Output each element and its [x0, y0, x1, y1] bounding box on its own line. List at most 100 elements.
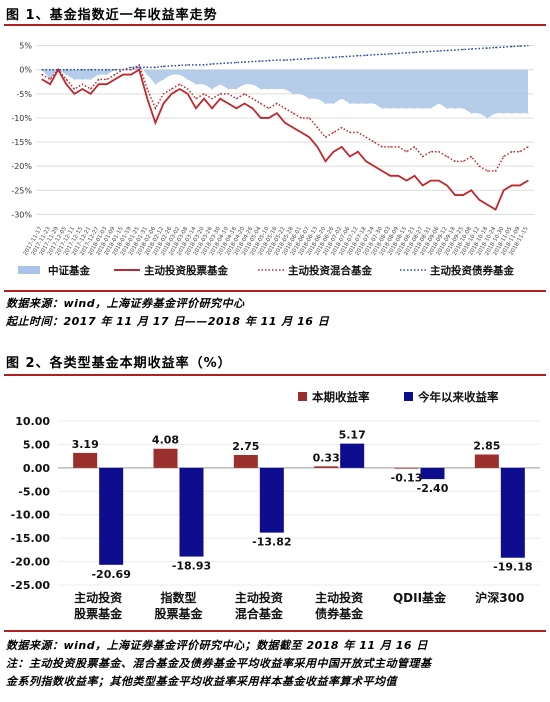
series-1-point — [81, 88, 84, 90]
series-2-point — [333, 131, 335, 134]
series-1-point — [260, 117, 262, 119]
figure2-source: 数据来源：wind，上海证券基金评价研究中心；数据截至 2018 年 11 月 … — [6, 639, 428, 652]
category-label: QDII基金 — [393, 590, 447, 605]
series-3-point — [495, 46, 497, 49]
series-2-point — [357, 131, 359, 134]
series-2-point — [478, 165, 480, 167]
series-3-point — [203, 64, 205, 66]
series-1-point — [405, 180, 408, 182]
series-0-point — [292, 93, 294, 95]
category-label: 主动投资 — [315, 590, 363, 605]
series-0-point — [90, 78, 92, 80]
series-2-point — [98, 78, 100, 80]
legend-label: 主动投资债券基金 — [430, 264, 514, 277]
series-0-point — [365, 102, 367, 105]
series-3-point — [211, 63, 213, 65]
series-0-point — [243, 83, 246, 85]
series-0-point — [446, 107, 448, 109]
data-label: 3.19 — [72, 438, 99, 451]
series-0-point — [503, 112, 505, 114]
series-3-point — [154, 66, 156, 68]
data-label: 0.33 — [313, 451, 340, 464]
series-1-point — [130, 73, 132, 76]
series-2-point — [65, 78, 67, 80]
figure2-title-rule — [4, 374, 546, 376]
series-0-point — [81, 78, 84, 80]
series-2-point — [519, 151, 521, 153]
series-2-point — [276, 102, 278, 105]
series-3-point — [179, 64, 181, 67]
series-3-point — [122, 69, 124, 71]
y-tick-label: -20.00 — [11, 556, 51, 569]
series-2-point — [73, 88, 75, 90]
series-0-point — [235, 88, 237, 90]
series-3-point — [486, 47, 489, 49]
series-1-point — [324, 160, 327, 162]
data-label: 2.85 — [473, 440, 500, 453]
series-3-point — [146, 66, 148, 68]
category-label: 股票基金 — [74, 606, 123, 621]
category-label: 混合基金 — [235, 606, 284, 621]
series-3-point — [381, 53, 383, 55]
legend-label: 中证基金 — [48, 264, 90, 277]
bar-current — [73, 452, 98, 468]
series-0-point — [203, 83, 205, 85]
series-2-point — [179, 83, 181, 85]
legend-label: 主动投资混合基金 — [288, 264, 372, 277]
series-3-point — [284, 59, 286, 61]
series-2-point — [227, 93, 229, 95]
series-3-point — [478, 47, 480, 50]
series-1-point — [397, 175, 399, 177]
category-label: 沪深300 — [475, 590, 524, 605]
legend-label: 今年以来收益率 — [417, 390, 499, 404]
data-label: -20.69 — [91, 568, 130, 581]
series-2-point — [106, 78, 108, 80]
series-2-point — [373, 141, 375, 143]
series-2-point — [252, 98, 254, 100]
series-0-point — [478, 112, 480, 114]
series-2-point — [90, 88, 92, 90]
y-tick-label: -10.00 — [11, 509, 51, 522]
series-2-point — [187, 88, 189, 90]
series-2-point — [422, 155, 424, 158]
series-1-point — [235, 107, 237, 109]
series-1-point — [349, 155, 351, 158]
series-2-point — [414, 146, 416, 148]
category-label: 主动投资 — [74, 590, 122, 605]
series-1-point — [527, 180, 529, 182]
figure1-period: 起止时间：2017 年 11 月 17 日——2018 年 11 月 16 日 — [6, 315, 330, 328]
series-1-point — [203, 98, 205, 100]
category-label: 主动投资 — [235, 590, 283, 605]
series-0-point — [422, 107, 424, 109]
series-0-point — [268, 88, 270, 90]
series-1-point — [162, 102, 165, 105]
series-0-point — [389, 107, 391, 109]
series-0-point — [397, 107, 399, 109]
series-1-point — [470, 189, 472, 191]
series-2-point — [405, 151, 408, 153]
series-3-point — [324, 57, 327, 59]
series-2-point — [365, 136, 367, 138]
series-1-point — [90, 93, 92, 95]
series-1-point — [365, 160, 367, 162]
series-3-point — [300, 58, 302, 60]
line-chart: 5%0%-5%-10%-15%-20%-25%-30% 2017-11-1720… — [11, 42, 534, 277]
series-1-point — [227, 102, 229, 105]
series-3-point — [130, 66, 132, 68]
series-1-point — [171, 93, 173, 95]
series-2-point — [495, 170, 497, 172]
y-tick-label: -5% — [16, 90, 32, 99]
series-2-point — [446, 155, 448, 158]
category-label: 指数型 — [160, 590, 196, 605]
series-2-point — [49, 78, 51, 80]
series-0-point — [284, 88, 286, 90]
y-tick-label: 5% — [19, 42, 32, 51]
data-label: 5.17 — [339, 429, 366, 442]
series-3-point — [106, 69, 108, 71]
series-2-point — [349, 131, 351, 134]
series-2-point — [284, 107, 286, 109]
series-3-point — [308, 58, 310, 60]
series-1-point — [187, 93, 189, 95]
series-line-3 — [42, 44, 529, 71]
series-0-point — [106, 73, 108, 76]
